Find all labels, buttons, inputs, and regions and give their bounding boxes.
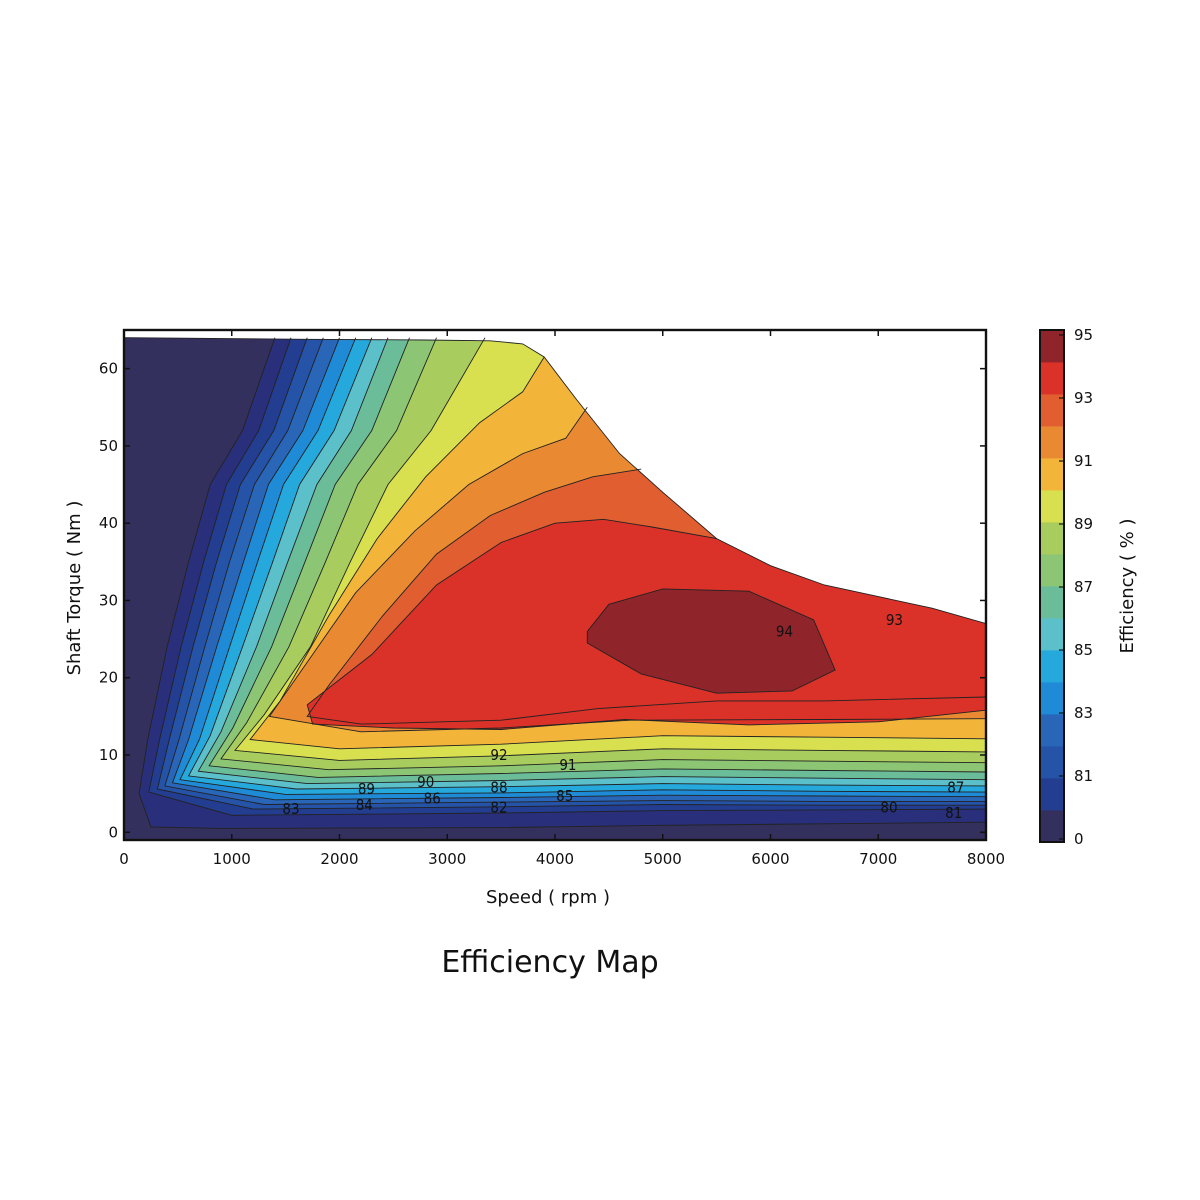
contour-label: 88: [490, 779, 507, 797]
colorbar-band: [1040, 490, 1064, 523]
contour-label: 91: [559, 756, 576, 774]
y-tick-label: 10: [99, 746, 118, 764]
contour-line-83: [164, 337, 986, 805]
contour-label: 89: [358, 780, 375, 798]
colorbar-band: [1040, 650, 1064, 683]
x-axis-label: Speed ( rpm ): [486, 887, 610, 908]
colorbar-ticks: 95 93 91 89 87 85 83 81 0: [1059, 326, 1093, 848]
x-tick-label: 2000: [320, 850, 358, 868]
colorbar-tick-label: 91: [1074, 452, 1093, 470]
x-tick-label: 6000: [751, 850, 789, 868]
contour-line-89: [220, 337, 986, 771]
colorbar-band: [1040, 682, 1064, 715]
contour-line-93: [306, 468, 986, 725]
y-tick-label: 20: [99, 669, 118, 687]
torque-limit-line: [124, 337, 986, 625]
colorbar-band: [1040, 714, 1064, 747]
contour-label: 81: [945, 804, 962, 822]
contour-label: 87: [947, 779, 964, 797]
colorbar-band: [1040, 394, 1064, 427]
contour-label: 83: [282, 800, 299, 818]
y-axis-label: Shaft Torque ( Nm ): [64, 501, 85, 676]
colorbar-tick-label: 93: [1074, 389, 1093, 407]
contour-label: 84: [356, 796, 373, 814]
colorbar-band: [1040, 778, 1064, 811]
colorbar-band: [1040, 554, 1064, 587]
contour-line-82: [156, 337, 986, 810]
contour-fill-95: [587, 588, 836, 694]
x-tick-label: 0: [119, 850, 129, 868]
y-tick-label: 40: [99, 514, 118, 532]
contour-label: 86: [424, 789, 441, 807]
contour-line-92: [268, 407, 986, 733]
contour-line-80: [138, 337, 986, 829]
contour-label: 90: [417, 773, 434, 791]
colorbar-frame: [1039, 329, 1065, 843]
x-tick-label: 1000: [213, 850, 251, 868]
contour-line-90: [234, 337, 986, 761]
contour-line-94: [306, 518, 986, 730]
y-tick-label: 60: [99, 360, 118, 378]
colorbar-band: [1040, 458, 1064, 491]
contour-label: 80: [880, 799, 897, 817]
contour-line-88: [208, 337, 986, 778]
colorbar-tick-label: 89: [1074, 515, 1093, 533]
y-tick-label: 0: [108, 823, 118, 841]
figure-caption: Efficiency Map: [441, 945, 659, 980]
colorbar-tick-label: 87: [1074, 578, 1093, 596]
x-tick-label: 8000: [967, 850, 1005, 868]
colorbar-tick-label: 95: [1074, 326, 1093, 344]
contour-label: 93: [886, 611, 903, 629]
contour-line-87: [197, 337, 986, 785]
colorbar-band: [1040, 618, 1064, 651]
contour-line-95: [586, 588, 836, 694]
contour-fills: [124, 330, 986, 840]
colorbar: [1040, 330, 1064, 843]
colorbar-label: Efficiency ( % ): [1117, 518, 1138, 653]
y-tick-label: 50: [99, 437, 118, 455]
y-axis-ticks: 0 10 20 30 40 50 60: [99, 360, 986, 841]
contour-line-85: [179, 337, 986, 795]
colorbar-tick-label: 0: [1074, 830, 1084, 848]
contour-lines: [124, 337, 986, 829]
contour-label: 82: [490, 799, 507, 817]
colorbar-band: [1040, 586, 1064, 619]
contour-line-84: [171, 337, 986, 801]
x-tick-label: 3000: [428, 850, 466, 868]
x-tick-label: 7000: [859, 850, 897, 868]
contour-label: 85: [556, 787, 573, 805]
contour-label: 94: [776, 622, 793, 640]
colorbar-tick-label: 83: [1074, 704, 1093, 722]
x-tick-label: 4000: [536, 850, 574, 868]
colorbar-band: [1040, 362, 1064, 395]
contour-line-81: [148, 337, 986, 816]
contour-line-86: [187, 337, 986, 790]
x-tick-label: 5000: [644, 850, 682, 868]
colorbar-band: [1040, 746, 1064, 779]
colorbar-band: [1040, 522, 1064, 555]
colorbar-tick-label: 81: [1074, 767, 1093, 785]
colorbar-band: [1040, 810, 1064, 843]
colorbar-band: [1040, 426, 1064, 459]
contour-labels: 94 93 92 91 90 89 88 87 86 85 84 83 82 80 81: [282, 611, 964, 822]
y-tick-label: 30: [99, 591, 118, 609]
region-above-torque-limit: [124, 330, 986, 624]
contour-label: 92: [490, 746, 507, 764]
colorbar-tick-label: 85: [1074, 641, 1093, 659]
x-axis-ticks: 0 1000 2000 3000 4000 5000 6000 7000 8000: [119, 330, 1005, 868]
